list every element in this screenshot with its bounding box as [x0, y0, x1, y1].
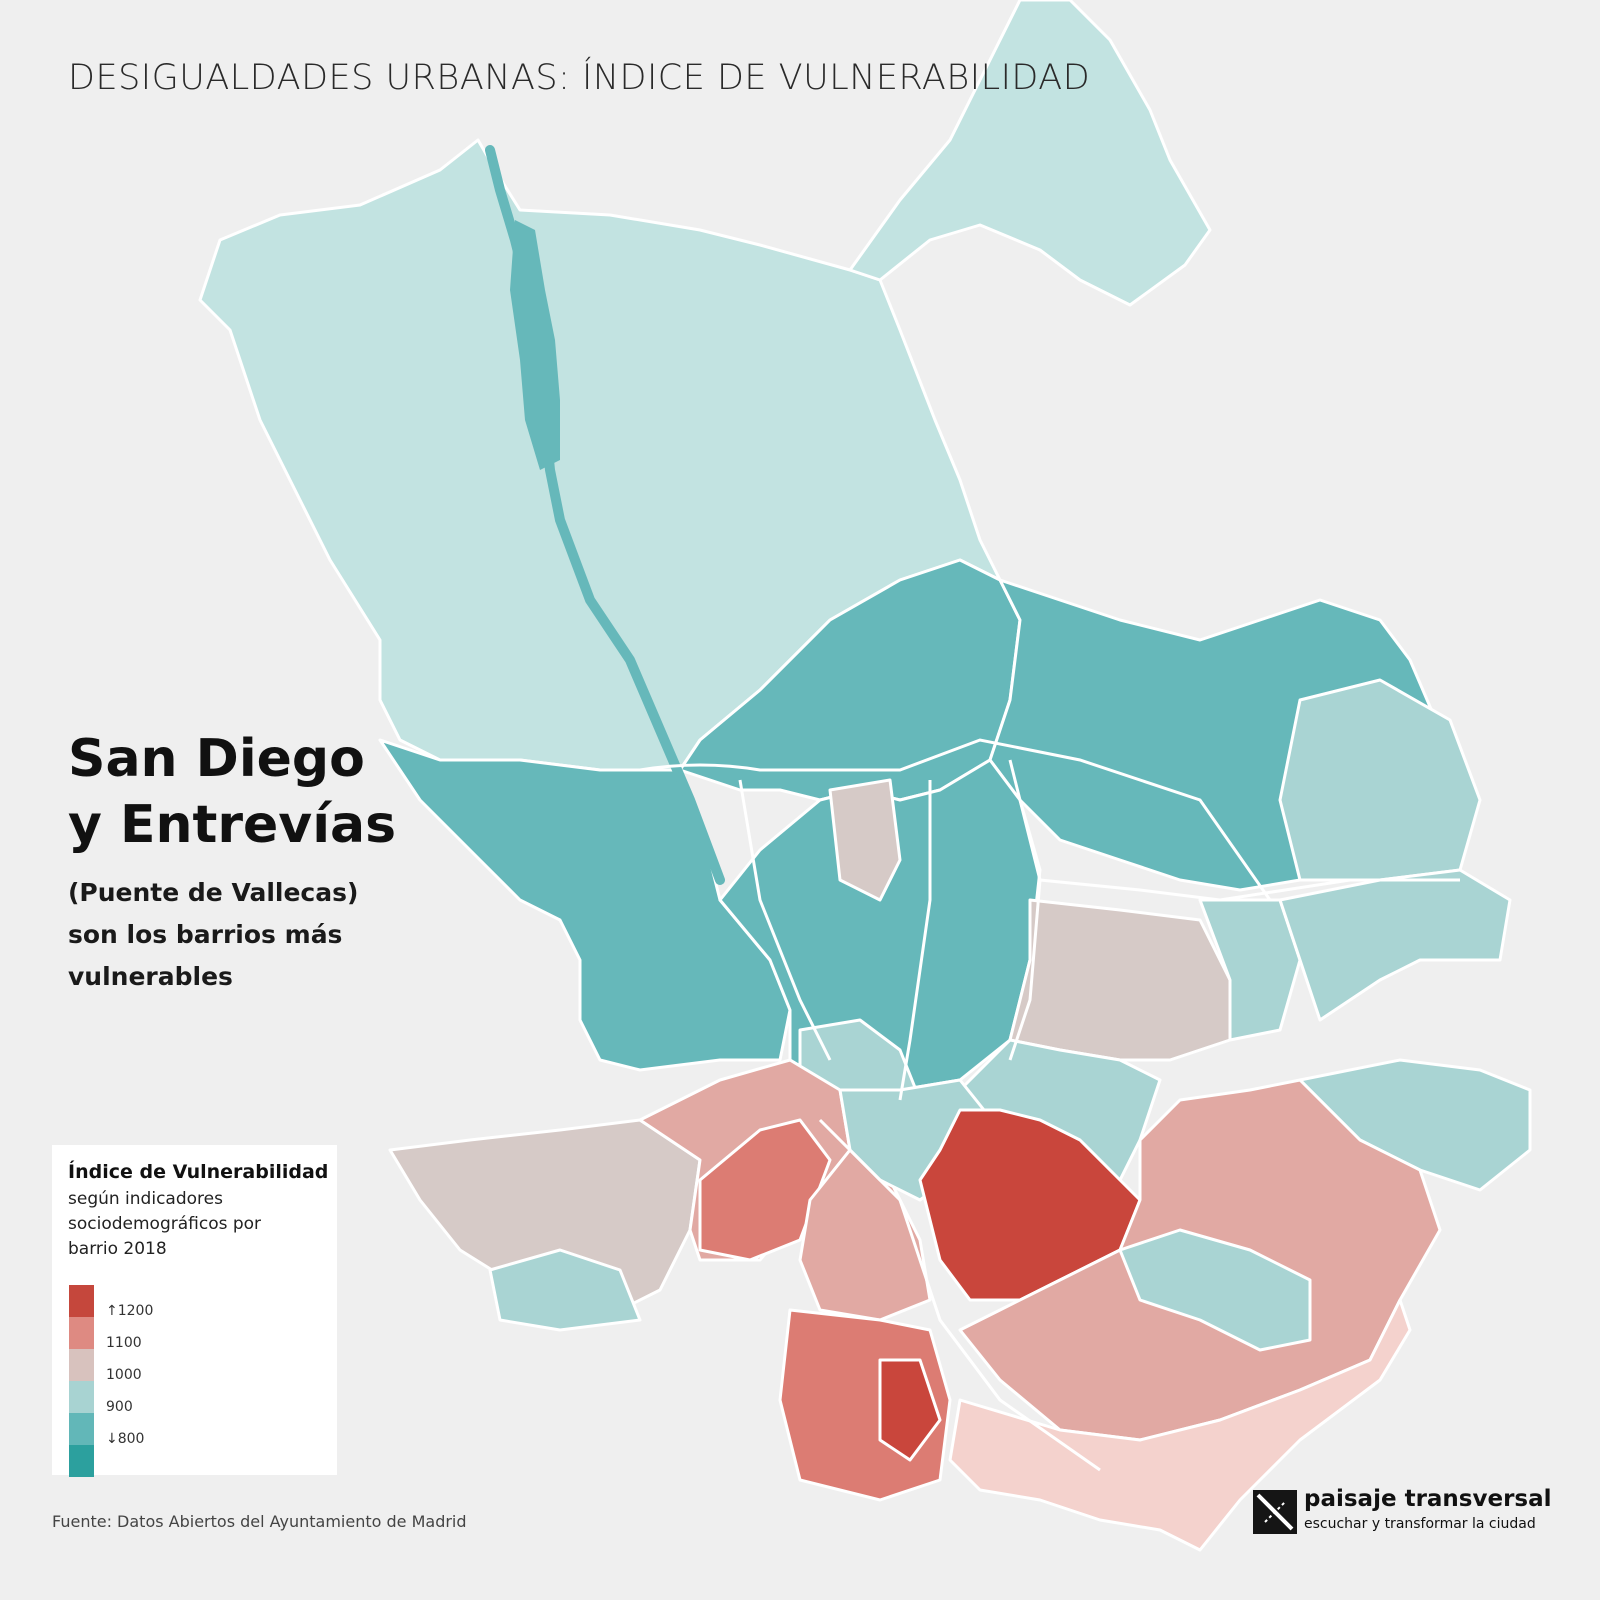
legend-swatch — [69, 1317, 94, 1349]
logo-tagline: escuchar y transformar la ciudad — [1304, 1516, 1536, 1532]
district-moncloa — [378, 738, 792, 1072]
legend-label: 1000 — [106, 1367, 142, 1383]
source-credit: Fuente: Datos Abiertos del Ayuntamiento … — [52, 1512, 467, 1531]
legend-swatch — [69, 1413, 94, 1445]
subtitle-line-1: (Puente de Vallecas) — [68, 878, 359, 907]
legend-desc-line-1: según indicadores — [68, 1189, 223, 1209]
headline: San Diego y Entrevías — [68, 726, 396, 858]
district-vicalvaro — [1118, 1228, 1312, 1352]
district-tetuan-neighborhood — [828, 778, 902, 902]
district-northeast-lobe — [848, 0, 1212, 307]
city-districts — [198, 0, 1532, 1552]
legend-swatch — [69, 1285, 94, 1317]
district-ciudad-lineal — [1008, 898, 1232, 1062]
logo-icon-graphic — [1256, 1493, 1294, 1531]
map-legend: Índice de Vulnerabilidad según indicador… — [52, 1145, 337, 1477]
district-southeast-outskirts — [948, 1298, 1412, 1552]
logo-name: paisaje transversal — [1304, 1486, 1552, 1512]
district-latina-west — [388, 1118, 702, 1322]
headline-line-2: y Entrevías — [68, 795, 397, 855]
district-barajas — [1278, 678, 1482, 882]
district-villaverde-core — [878, 1358, 942, 1462]
legend-swatch — [69, 1445, 94, 1477]
legend-desc-line-3: barrio 2018 — [68, 1239, 167, 1259]
legend-description: según indicadores sociodemográficos por … — [68, 1187, 318, 1262]
legend-swatch — [69, 1349, 94, 1381]
paisaje-transversal-logo-icon — [1253, 1490, 1297, 1534]
legend-label: ↑1200 — [106, 1303, 154, 1319]
headline-subtitle: (Puente de Vallecas) son los barrios más… — [68, 872, 358, 998]
subtitle-line-2: son los barrios más — [68, 920, 343, 949]
page-title: DESIGUALDADES URBANAS: ÍNDICE DE VULNERA… — [68, 58, 1091, 98]
reservoir-el-pardo — [510, 220, 560, 470]
district-latina-teal — [488, 1248, 642, 1332]
legend-desc-line-2: sociodemográficos por — [68, 1214, 262, 1234]
legend-swatch — [69, 1381, 94, 1413]
subtitle-line-3: vulnerables — [68, 962, 233, 991]
legend-label: 1100 — [106, 1335, 142, 1351]
headline-line-1: San Diego — [68, 729, 365, 789]
district-san-blas — [1278, 868, 1512, 1022]
main-roads — [639, 738, 1460, 1472]
legend-label: ↓800 — [106, 1431, 145, 1447]
legend-label: 900 — [106, 1399, 133, 1415]
legend-title: Índice de Vulnerabilidad — [68, 1161, 329, 1183]
